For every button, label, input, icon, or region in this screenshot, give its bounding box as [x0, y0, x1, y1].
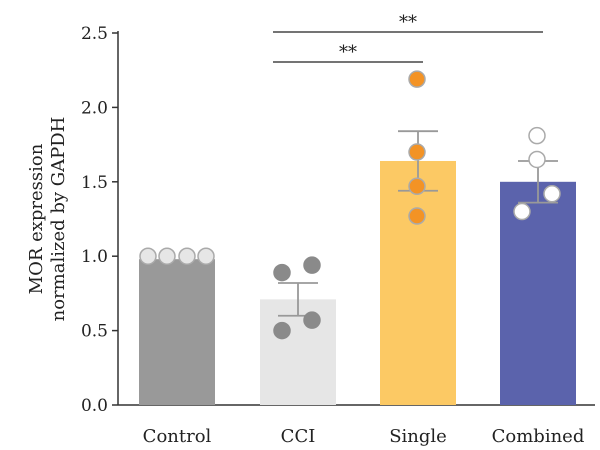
- significance-label: **: [399, 12, 417, 33]
- data-point-combined: [528, 150, 546, 169]
- data-point-combined: [513, 202, 531, 221]
- data-point-combined: [543, 184, 561, 203]
- data-point-control: [139, 247, 157, 265]
- x-tick-label: CCI: [281, 426, 316, 447]
- bar-combined: [500, 181, 576, 405]
- bar-single: [380, 160, 456, 405]
- y-ticks: 0.0 0.5 1.0 1.5 2.0 2.5: [81, 24, 118, 416]
- data-point-cci: [273, 321, 291, 340]
- data-point-cci: [303, 311, 321, 329]
- bar-cci: [260, 299, 336, 405]
- data-point-combined: [528, 126, 546, 145]
- y-tick-label: 1.5: [81, 173, 108, 193]
- data-point-control: [197, 247, 215, 265]
- y-tick-label: 1.0: [81, 247, 108, 267]
- data-point-control: [178, 247, 196, 265]
- data-point-cci: [303, 256, 321, 274]
- data-point-single: [408, 70, 426, 88]
- y-axis-title: MOR expressionnormalized by GAPDH: [26, 117, 69, 322]
- x-tick-label: Combined: [492, 426, 585, 447]
- y-axis-title-line: MOR expression: [26, 143, 47, 294]
- bar-control: [139, 259, 215, 405]
- data-point-control: [158, 247, 176, 265]
- y-tick-label: 2.5: [81, 24, 108, 44]
- data-point-cci: [273, 263, 291, 282]
- significance-label: **: [339, 42, 357, 63]
- data-points: [139, 70, 561, 340]
- y-axis-title-line: normalized by GAPDH: [48, 117, 69, 322]
- y-axis-title-text: MOR expressionnormalized by GAPDH: [26, 117, 69, 322]
- y-tick-label: 0.5: [81, 322, 108, 342]
- data-point-single: [408, 143, 426, 161]
- y-tick-label: 0.0: [81, 396, 108, 416]
- x-tick-labels: Control CCI Single Combined: [143, 426, 585, 447]
- x-tick-label: Control: [143, 426, 212, 447]
- significance-brackets: ** **: [273, 12, 543, 63]
- x-tick-label: Single: [389, 426, 447, 447]
- bars: [139, 160, 576, 405]
- data-point-single: [408, 207, 426, 225]
- y-tick-label: 2.0: [81, 98, 108, 118]
- data-point-single: [408, 177, 426, 196]
